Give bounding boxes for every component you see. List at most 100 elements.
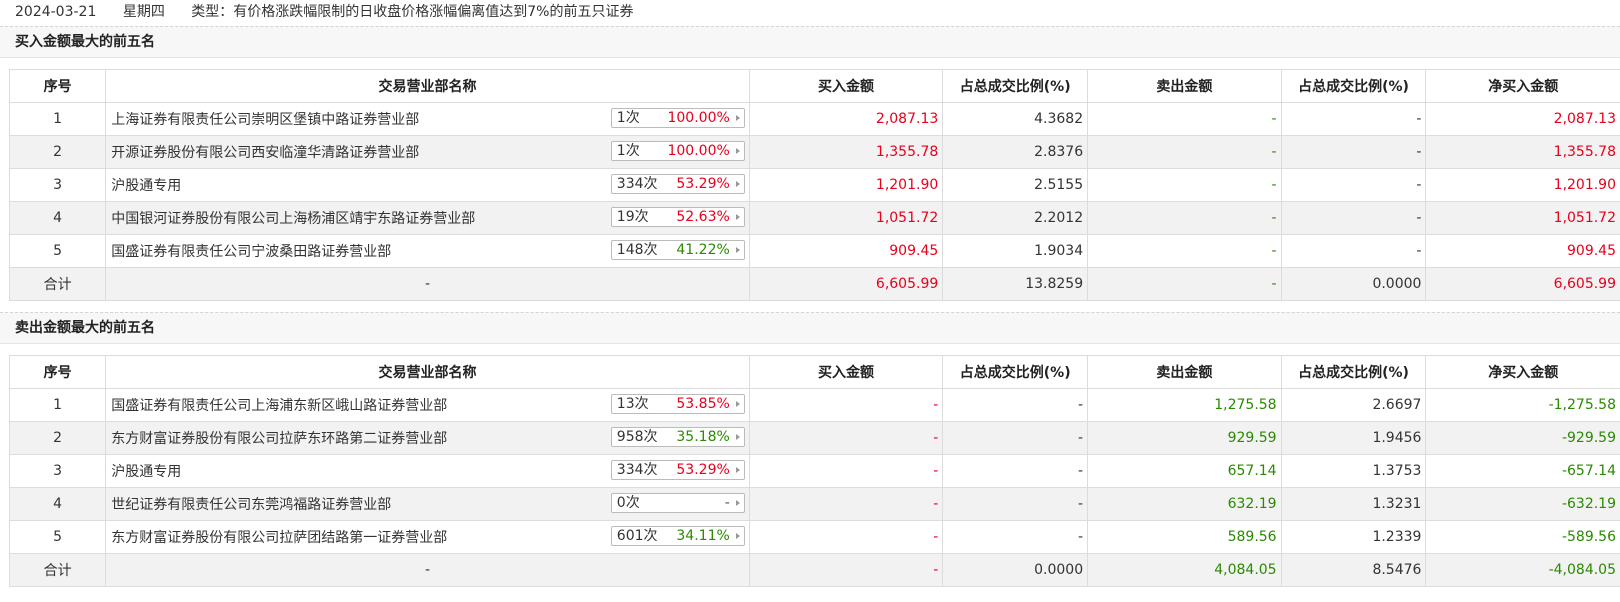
table-row: 5 国盛证券有限责任公司宁波桑田路证券营业部 148次 41.22% 909.45 1.9… xyxy=(8,234,1620,268)
broker-stats-badge[interactable]: 1次 100.00% xyxy=(610,108,745,128)
row-index: 3 xyxy=(8,454,107,488)
col-name: 交易营业部名称 xyxy=(105,355,750,389)
broker-stats-badge[interactable]: 334次 53.29% xyxy=(610,174,745,194)
chevron-right-icon xyxy=(735,467,740,473)
broker-name-link[interactable]: 世纪证券有限责任公司东莞鸿福路证券营业部 xyxy=(111,497,392,513)
total-net: 6,605.99 xyxy=(1425,267,1620,301)
col-buy: 买入金额 xyxy=(748,69,944,103)
sell-ratio: 1.3231 xyxy=(1280,487,1427,521)
col-buy: 买入金额 xyxy=(748,355,944,389)
listing-count: 13次 xyxy=(616,396,649,412)
buy-amount: - xyxy=(748,454,944,488)
trade-weekday: 星期四 xyxy=(122,4,165,20)
row-index: 4 xyxy=(8,487,107,521)
listing-count: 958次 xyxy=(616,429,658,445)
broker-stats-badge[interactable]: 13次 53.85% xyxy=(610,394,745,414)
table-row: 3 沪股通专用 334次 53.29% - -657.14 1.3753 -657.14 xyxy=(8,454,1620,488)
row-index: 5 xyxy=(8,520,107,554)
total-name: - xyxy=(105,267,750,301)
broker-name-link[interactable]: 东方财富证券股份有限公司拉萨团结路第一证券营业部 xyxy=(111,530,448,546)
broker-stats-badge[interactable]: 958次 35.18% xyxy=(610,427,745,447)
net-amount: -632.19 xyxy=(1425,487,1620,521)
broker-stats-badge[interactable]: 1次 100.00% xyxy=(610,141,745,161)
row-index: 2 xyxy=(8,135,107,169)
total-buy: 6,605.99 xyxy=(748,267,944,301)
col-net: 净买入金额 xyxy=(1425,355,1620,389)
net-amount: 909.45 xyxy=(1425,234,1620,268)
chevron-right-icon xyxy=(735,181,740,187)
chevron-right-icon xyxy=(735,148,740,154)
buy-amount: - xyxy=(748,388,944,422)
row-index: 5 xyxy=(8,234,107,268)
total-buy-ratio: 13.8259 xyxy=(942,267,1089,301)
chevron-right-icon xyxy=(735,434,740,440)
listing-rate: 34.11% xyxy=(676,528,730,544)
listing-rate: 52.63% xyxy=(676,209,730,225)
table-row: 1 国盛证券有限责任公司上海浦东新区峨山路证券营业部 13次 53.85% - -1,27… xyxy=(8,388,1620,422)
broker-name-cell: 国盛证券有限责任公司宁波桑田路证券营业部 148次 41.22% xyxy=(105,234,750,268)
broker-name-link[interactable]: 国盛证券有限责任公司宁波桑田路证券营业部 xyxy=(111,244,392,260)
row-index: 1 xyxy=(8,388,107,422)
broker-name-link[interactable]: 中国银河证券股份有限公司上海杨浦区靖宇东路证券营业部 xyxy=(111,211,476,227)
buy-amount: 1,051.72 xyxy=(748,201,944,235)
chevron-right-icon xyxy=(735,214,740,220)
total-sell: - xyxy=(1087,267,1282,301)
buy-ratio: - xyxy=(942,454,1089,488)
broker-name-link[interactable]: 东方财富证券股份有限公司拉萨东环路第二证券营业部 xyxy=(111,431,448,447)
broker-name-link[interactable]: 沪股通专用 xyxy=(111,178,182,194)
listing-count: 19次 xyxy=(616,209,649,225)
listing-rate: 100.00% xyxy=(667,143,730,159)
buy-ratio: 1.9034 xyxy=(942,234,1089,268)
buy-ratio: 2.8376 xyxy=(942,135,1089,169)
buy-amount: - xyxy=(748,520,944,554)
col-buy-ratio: 占总成交比例(%) xyxy=(942,69,1089,103)
broker-stats-badge[interactable]: 19次 52.63% xyxy=(610,207,745,227)
table-row: 1 上海证券有限责任公司崇明区堡镇中路证券营业部 1次 100.00% 2,087.13… xyxy=(8,102,1620,136)
broker-stats-badge[interactable]: 148次 41.22% xyxy=(610,240,745,260)
total-sell-ratio: 8.5476 xyxy=(1280,553,1427,587)
sell-amount: - xyxy=(1087,234,1282,268)
broker-name-link[interactable]: 开源证券股份有限公司西安临潼华清路证券营业部 xyxy=(111,145,420,161)
sell-amount: - xyxy=(1087,168,1282,202)
broker-name-link[interactable]: 国盛证券有限责任公司上海浦东新区峨山路证券营业部 xyxy=(111,398,448,414)
row-index: 2 xyxy=(8,421,107,455)
col-sell: 卖出金额 xyxy=(1087,69,1282,103)
total-sell-ratio: 0.0000 xyxy=(1280,267,1427,301)
sell-ratio: - xyxy=(1280,168,1427,202)
listing-count: 601次 xyxy=(616,528,658,544)
sell-amount: - xyxy=(1087,201,1282,235)
table-row: 4 中国银河证券股份有限公司上海杨浦区靖宇东路证券营业部 19次 52.63% 1,05… xyxy=(8,201,1620,235)
buy-ratio: - xyxy=(942,421,1089,455)
broker-stats-badge[interactable]: 601次 34.11% xyxy=(610,526,745,546)
buy-amount: 1,355.78 xyxy=(748,135,944,169)
broker-name-cell: 沪股通专用 334次 53.29% xyxy=(105,168,750,202)
broker-name-link[interactable]: 上海证券有限责任公司崇明区堡镇中路证券营业部 xyxy=(111,112,420,128)
listing-count: 1次 xyxy=(616,143,640,159)
sell-ratio: - xyxy=(1280,135,1427,169)
buy-ratio: - xyxy=(942,487,1089,521)
col-sell-ratio: 占总成交比例(%) xyxy=(1280,355,1427,389)
chevron-right-icon xyxy=(735,500,740,506)
broker-name-link[interactable]: 沪股通专用 xyxy=(111,464,182,480)
broker-name-cell: 世纪证券有限责任公司东莞鸿福路证券营业部 0次 - xyxy=(105,487,750,521)
table-header-row: 序号 交易营业部名称 买入金额 占总成交比例(%) 卖出金额 占总成交比例(%)… xyxy=(8,69,1620,103)
col-idx: 序号 xyxy=(8,355,107,389)
broker-name-cell: 开源证券股份有限公司西安临潼华清路证券营业部 1次 100.00% xyxy=(105,135,750,169)
listing-rate: - xyxy=(724,495,730,511)
listing-count: 334次 xyxy=(616,176,658,192)
broker-name-cell: 沪股通专用 334次 53.29% xyxy=(105,454,750,488)
table-row: 2 东方财富证券股份有限公司拉萨东环路第二证券营业部 958次 35.18% - -929… xyxy=(8,421,1620,455)
total-buy: - xyxy=(748,553,944,587)
col-sell: 卖出金额 xyxy=(1087,355,1282,389)
broker-stats-badge[interactable]: 0次 - xyxy=(610,493,745,513)
row-index: 4 xyxy=(8,201,107,235)
listing-rate: 53.29% xyxy=(676,176,730,192)
total-label: 合计 xyxy=(8,267,107,301)
chevron-right-icon xyxy=(735,247,740,253)
total-row: 合计 - -0.0000 4,084.05 8.5476 -4,084.05 xyxy=(8,553,1620,587)
col-sell-ratio: 占总成交比例(%) xyxy=(1280,69,1427,103)
broker-stats-badge[interactable]: 334次 53.29% xyxy=(610,460,745,480)
net-amount: 1,355.78 xyxy=(1425,135,1620,169)
broker-name-cell: 东方财富证券股份有限公司拉萨团结路第一证券营业部 601次 34.11% xyxy=(105,520,750,554)
broker-name-cell: 中国银河证券股份有限公司上海杨浦区靖宇东路证券营业部 19次 52.63% xyxy=(105,201,750,235)
